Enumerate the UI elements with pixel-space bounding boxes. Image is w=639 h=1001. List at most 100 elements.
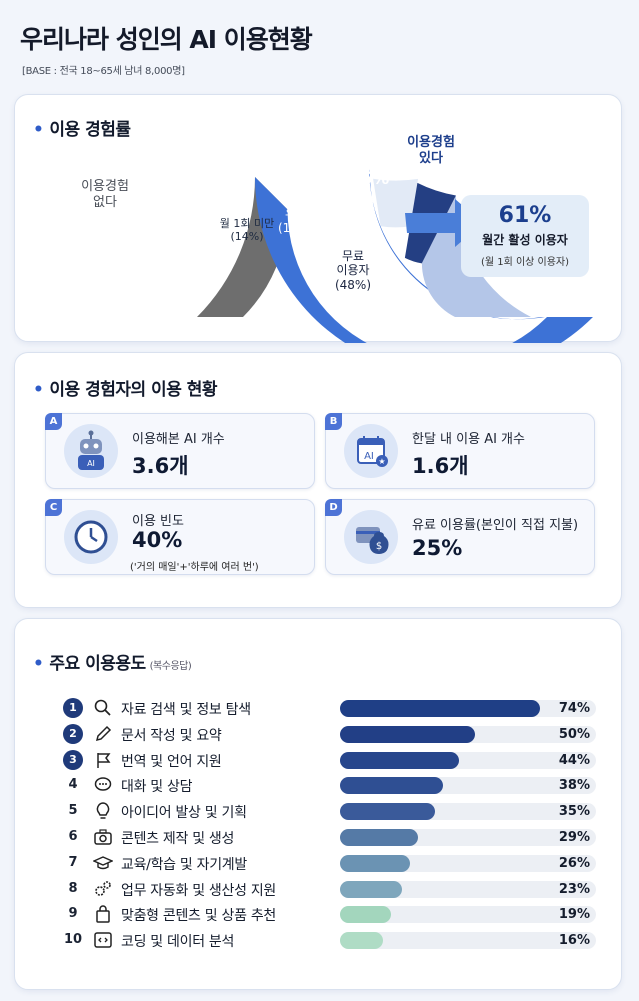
bar-track: 38% — [340, 777, 596, 795]
stat-letter: D — [325, 499, 342, 516]
card-money-icon: $ — [344, 510, 398, 564]
purpose-row: 3 번역 및 언어 지원 44% — [63, 749, 603, 771]
stat-label: 이용 빈도 — [132, 514, 184, 529]
purpose-row: 7 교육/학습 및 자기계발 26% — [63, 852, 603, 874]
purposes-card: • 주요 이용용도 (복수응답) 1 자료 검색 및 정보 탐색 74% 2 문서 작성 및… — [14, 618, 622, 990]
rank-badge: 2 — [63, 723, 83, 744]
purpose-row: 4 대화 및 상담 38% — [63, 774, 603, 796]
monthly-less-label: 월 1회 미만 (14%) — [219, 217, 275, 244]
rank-badge: 6 — [68, 829, 78, 844]
value-label: 26% — [558, 855, 590, 871]
rank-badge: 1 — [63, 698, 83, 718]
bar-track: 23% — [340, 880, 596, 898]
bar-track: 19% — [340, 906, 596, 924]
camera-icon — [93, 827, 113, 847]
svg-text:AI: AI — [87, 459, 95, 468]
no-experience-pct: 25% — [152, 199, 194, 219]
category-label: 자료 검색 및 정보 탐색 — [121, 702, 251, 718]
value-label: 50% — [558, 726, 590, 742]
stat-value: 1.6개 — [412, 454, 469, 478]
bar-track: 74% — [340, 700, 596, 717]
stat-label: 유료 이용률(본인이 직접 지불) — [412, 518, 579, 533]
usage-card: • 이용 경험자의 이용 현황 A AI 이용해본 AI 개수 3.6개 B — [14, 352, 622, 608]
shopping-bag-icon — [93, 904, 113, 924]
svg-text:AI: AI — [364, 451, 374, 462]
no-experience-label: 이용경험 없다 — [81, 179, 129, 210]
page-title: 우리나라 성인의 AI 이용현황 — [20, 25, 313, 54]
base-note: [BASE : 전국 18~65세 남녀 8,000명] — [22, 66, 185, 77]
purpose-row: 2 문서 작성 및 요약 50% — [63, 723, 603, 745]
bar — [340, 803, 435, 821]
yes-experience-label: 이용경험 있다 — [407, 135, 455, 166]
rank-badge: 9 — [68, 906, 78, 922]
bar-track: 35% — [340, 803, 596, 821]
mau-note: (월 1회 이상 이용자) — [480, 257, 570, 268]
free-label: 무료 이용자 (48%) — [334, 249, 372, 292]
robot-icon: AI — [64, 424, 118, 478]
value-label: 19% — [558, 907, 590, 923]
value-label: 35% — [558, 804, 590, 820]
bar-track: 26% — [340, 854, 596, 872]
experience-card: • 이용 경험률 이용경험 없다 25% 이용경험 있다 75% 월 1회 미만 (14… — [14, 94, 622, 343]
stat-value: 25% — [412, 536, 463, 560]
mau-box: 61% 월간 활성 이용자 (월 1회 이상 이용자) — [461, 195, 589, 277]
stat-card-ai-count: A AI 이용해본 AI 개수 3.6개 — [45, 413, 315, 489]
mau-pct: 61% — [498, 203, 552, 228]
bar — [340, 700, 540, 717]
mau-label: 월간 활성 이용자 — [482, 233, 568, 247]
category-label: 교육/학습 및 자기계발 — [121, 856, 247, 873]
purpose-row: 5 아이디어 발상 및 기획 35% — [63, 800, 603, 822]
purposes-section-title: • 주요 이용용도 (복수응답) — [33, 654, 192, 674]
rank-badge: 5 — [68, 803, 78, 819]
value-label: 16% — [558, 933, 590, 949]
bar — [340, 751, 459, 769]
chat-icon — [93, 775, 113, 795]
pencil-icon — [93, 724, 113, 744]
bar — [340, 829, 418, 846]
stat-card-monthly-ai-count: B AI ★ 한달 내 이용 AI 개수 1.6개 — [325, 413, 595, 489]
purpose-row: 10 코딩 및 데이터 분석 16% — [63, 929, 603, 951]
experience-donut — [197, 169, 593, 343]
bar — [340, 854, 410, 872]
value-label: 74% — [558, 701, 590, 716]
stat-label: 이용해본 AI 개수 — [132, 432, 225, 447]
bar — [340, 725, 475, 743]
stat-card-frequency: C 이용 빈도 40% ('거의 매일'+'하루에 여러 번') — [45, 499, 315, 575]
category-label: 문서 작성 및 요약 — [121, 727, 222, 744]
category-label: 업무 자동화 및 생산성 지원 — [121, 882, 276, 899]
bar-track: 16% — [340, 932, 596, 950]
stat-letter: C — [45, 499, 62, 516]
stat-letter: B — [325, 413, 342, 430]
category-label: 맞춤형 콘텐츠 및 상품 추천 — [121, 908, 276, 925]
rank-badge: 8 — [68, 880, 78, 896]
purpose-row: 9 맞춤형 콘텐츠 및 상품 추천 19% — [63, 903, 603, 925]
flag-icon — [93, 750, 113, 770]
rank-badge: 3 — [63, 749, 83, 770]
category-label: 아이디어 발상 및 기획 — [121, 805, 247, 822]
bar — [340, 932, 383, 950]
svg-text:★: ★ — [378, 457, 385, 466]
calendar-ai-icon: AI ★ — [344, 424, 398, 478]
gears-icon — [93, 879, 113, 899]
category-label: 대화 및 상담 — [121, 779, 193, 796]
value-label: 29% — [558, 830, 590, 845]
search-icon — [93, 698, 113, 718]
value-label: 23% — [558, 881, 590, 897]
category-label: 번역 및 언어 지원 — [121, 753, 222, 770]
paid-label: 유료 (13%) — [277, 207, 315, 236]
code-icon — [93, 930, 113, 950]
bar — [340, 906, 391, 924]
stat-value: 3.6개 — [132, 454, 189, 478]
purpose-row: 8 업무 자동화 및 생산성 지원 23% — [63, 878, 603, 900]
rank-badge: 10 — [63, 932, 83, 948]
svg-text:$: $ — [376, 541, 382, 552]
value-label: 38% — [558, 778, 590, 794]
category-label: 코딩 및 데이터 분석 — [121, 934, 235, 951]
clock-icon — [64, 510, 118, 564]
stat-letter: A — [45, 413, 62, 430]
value-label: 44% — [558, 752, 590, 768]
stat-label: 한달 내 이용 AI 개수 — [412, 432, 525, 447]
stat-note: ('거의 매일'+'하루에 여러 번') — [130, 562, 259, 573]
bar-track: 50% — [340, 725, 596, 743]
lightbulb-icon — [93, 801, 113, 821]
